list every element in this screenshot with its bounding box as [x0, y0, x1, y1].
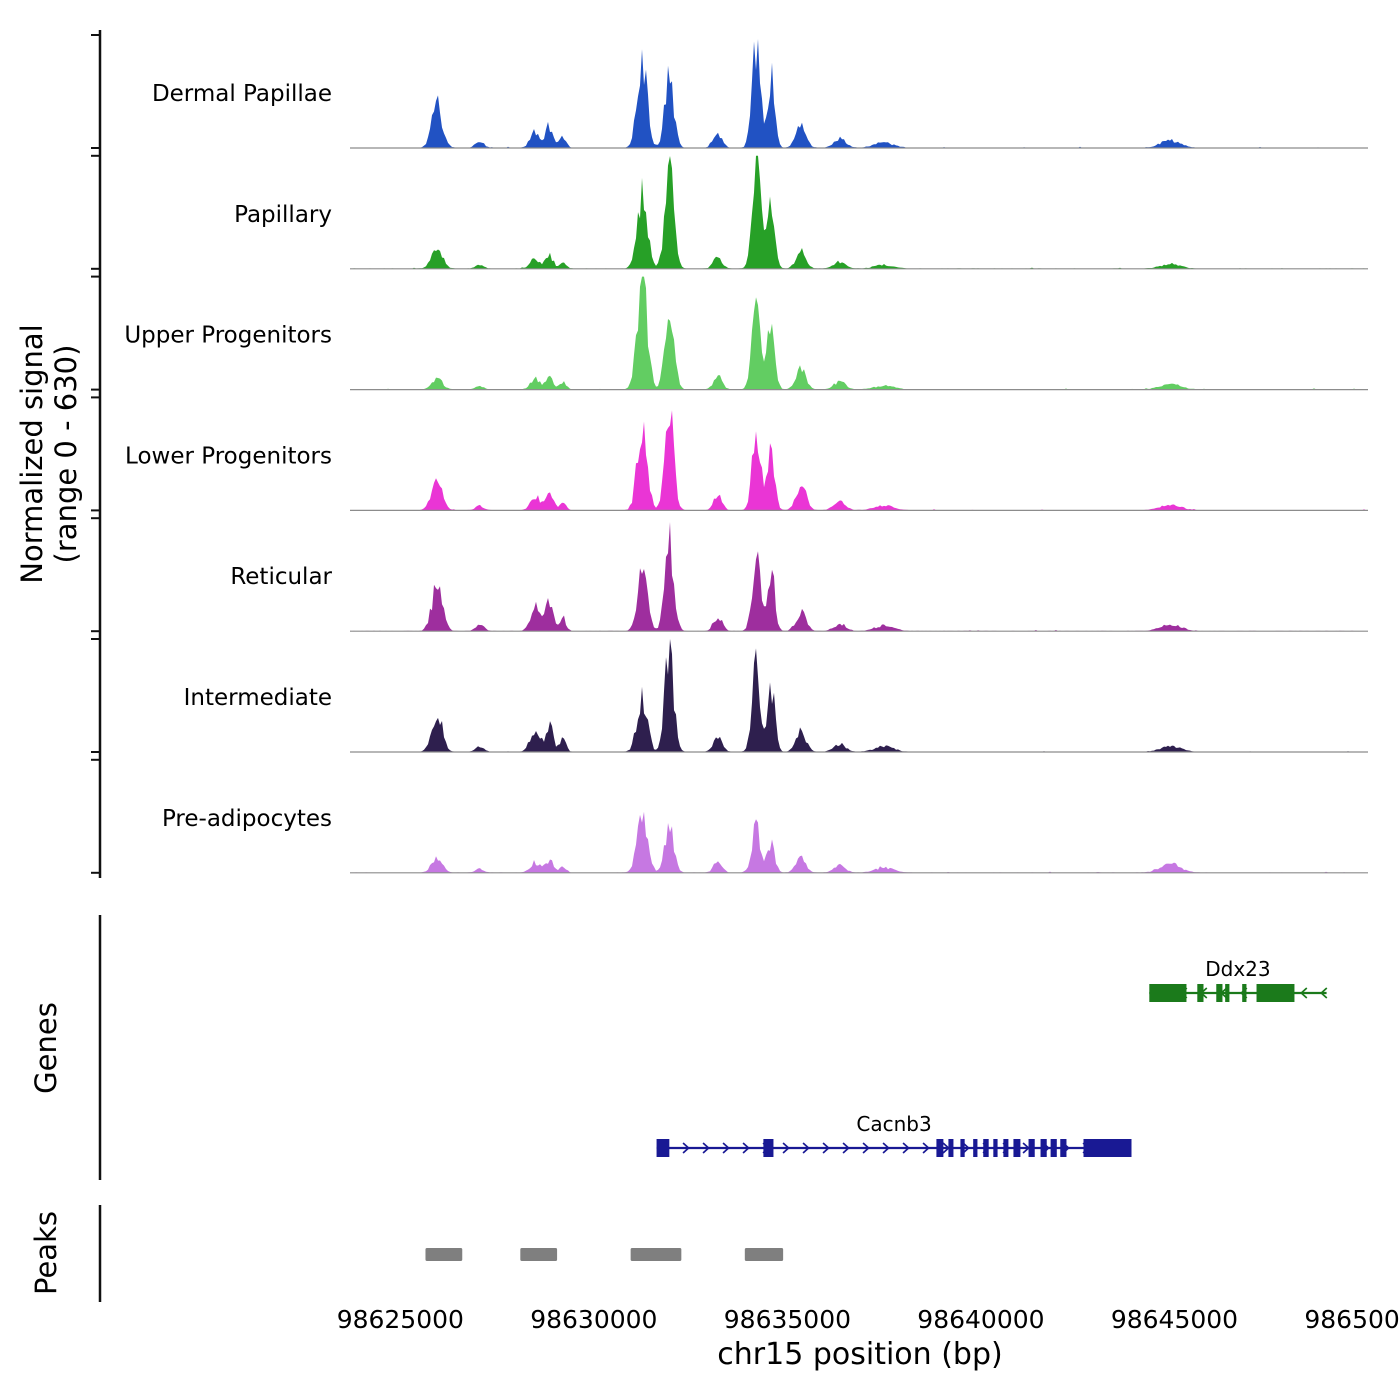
x-tick-label-98625000: 98625000 [337, 1305, 464, 1334]
strand-arrow-icon [742, 1142, 750, 1154]
signal-area-reticular [350, 522, 1368, 632]
exon-cacnb3 [960, 1139, 965, 1157]
x-tick-label-98640000: 98640000 [917, 1305, 1044, 1334]
exon-cacnb3 [656, 1139, 670, 1157]
exon-cacnb3 [1003, 1139, 1009, 1157]
track-label-papillary: Papillary [234, 202, 332, 228]
strand-arrow-icon [1300, 987, 1308, 999]
strand-arrow-icon [682, 1142, 690, 1154]
strand-arrow-icon [842, 1142, 850, 1154]
peak-region-1 [425, 1248, 463, 1261]
signal-area-papillary [350, 155, 1368, 269]
peaks-layer [425, 1248, 784, 1261]
track-label-upper-progenitors: Upper Progenitors [124, 323, 332, 349]
strand-arrow-icon [722, 1142, 730, 1154]
signal-tracks-layer [350, 39, 1368, 874]
strand-arrow-icon [902, 1142, 910, 1154]
exon-cacnb3 [1060, 1139, 1067, 1157]
signal-area-dermal-papillae [350, 39, 1368, 148]
exon-ddx23 [1149, 984, 1187, 1002]
track-label-intermediate: Intermediate [184, 685, 332, 711]
signal-area-pre-adipocytes [350, 811, 1368, 873]
x-axis-title: chr15 position (bp) [717, 1337, 1002, 1372]
signal-area-upper-progenitors [350, 276, 1368, 390]
x-tick-label-98645000: 98645000 [1111, 1305, 1238, 1334]
strand-arrow-icon [862, 1142, 870, 1154]
strand-arrow-icon [962, 1142, 970, 1154]
exon-cacnb3 [983, 1139, 989, 1157]
track-label-reticular: Reticular [230, 564, 332, 590]
signal-area-intermediate [350, 639, 1368, 752]
y-axis-label-line2: (range 0 - 630) [49, 345, 83, 564]
exon-cacnb3 [763, 1139, 774, 1157]
exon-cacnb3 [1083, 1139, 1132, 1157]
labels-layer: Normalized signal (range 0 - 630) Genes … [15, 81, 1400, 1372]
exon-cacnb3 [993, 1139, 998, 1157]
exon-cacnb3 [973, 1139, 978, 1157]
strand-arrow-icon [882, 1142, 890, 1154]
strand-arrow-icon [802, 1142, 810, 1154]
exon-ddx23 [1216, 984, 1223, 1002]
exon-ddx23 [1225, 984, 1230, 1002]
track-label-lower-progenitors: Lower Progenitors [125, 443, 332, 469]
exon-cacnb3 [948, 1139, 954, 1157]
x-tick-label-98635000: 98635000 [724, 1305, 851, 1334]
exon-cacnb3 [936, 1139, 944, 1157]
x-tick-label-98650000: 98650000 [1304, 1305, 1400, 1334]
peak-region-2 [520, 1248, 558, 1261]
gene-label-cacnb3: Cacnb3 [856, 1112, 931, 1136]
exon-cacnb3 [1040, 1139, 1047, 1157]
track-label-dermal-papillae: Dermal Papillae [152, 81, 332, 107]
strand-arrow-icon [1320, 987, 1328, 999]
x-tick-label-98630000: 98630000 [530, 1305, 657, 1334]
exon-ddx23 [1256, 984, 1295, 1002]
peaks-section-label: Peaks [29, 1211, 63, 1295]
exon-cacnb3 [1028, 1139, 1035, 1157]
axes-layer [91, 30, 102, 1302]
peak-region-3 [630, 1248, 682, 1261]
strand-arrow-icon [782, 1142, 790, 1154]
exon-cacnb3 [1050, 1139, 1057, 1157]
genes-layer [656, 984, 1328, 1157]
y-axis-label-line1: Normalized signal [15, 324, 49, 583]
genes-section-label: Genes [29, 1002, 63, 1094]
strand-arrow-icon [922, 1142, 930, 1154]
strand-arrow-icon [702, 1142, 710, 1154]
strand-arrow-icon [822, 1142, 830, 1154]
track-label-pre-adipocytes: Pre-adipocytes [162, 806, 332, 832]
exon-ddx23 [1242, 984, 1247, 1002]
exon-ddx23 [1197, 984, 1204, 1002]
peak-region-4 [744, 1248, 784, 1261]
exon-cacnb3 [1013, 1139, 1021, 1157]
gene-label-ddx23: Ddx23 [1205, 957, 1270, 981]
signal-area-lower-progenitors [350, 410, 1368, 511]
